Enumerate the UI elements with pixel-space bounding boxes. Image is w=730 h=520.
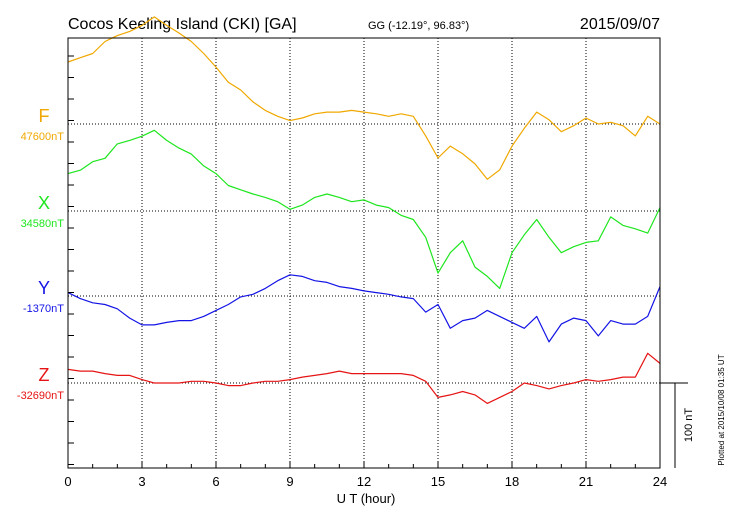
x-tick-label: 0 (64, 474, 71, 489)
scale-bar: 100 nT (660, 382, 695, 468)
x-tick-label: 6 (212, 474, 219, 489)
x-axis: 0 3 6 9 12 15 18 21 24 (64, 461, 667, 489)
trace-f (67, 16, 661, 180)
series-baseline-y: -1370nT (23, 303, 64, 315)
x-tick-label: 21 (579, 474, 593, 489)
plot-border (67, 37, 661, 469)
plotted-timestamp: Plotted at 2015/10/08 01:35 UT (717, 354, 726, 465)
station-title: Cocos Keeling Island (CKI) [GA] (68, 16, 297, 33)
series-name-x: X (38, 193, 50, 213)
x-tick-label: 3 (138, 474, 145, 489)
series-name-f: F (39, 106, 50, 126)
scale-bar-label: 100 nT (683, 408, 695, 443)
x-tick-label: 24 (653, 474, 667, 489)
traces (67, 16, 661, 404)
series-name-z: Z (39, 365, 50, 385)
x-tick-label: 12 (357, 474, 371, 489)
trace-y (67, 274, 661, 343)
series-baseline-x: 34580nT (21, 218, 65, 230)
trace-x (67, 129, 661, 289)
trace-z (67, 352, 661, 404)
series-baseline-z: -32690nT (17, 390, 64, 402)
x-axis-label: U T (hour) (337, 491, 396, 506)
series-name-y: Y (38, 278, 50, 298)
series-labels: F 47600nT X 34580nT Y -1370nT Z -32690nT (17, 106, 64, 402)
chart-date: 2015/09/07 (580, 16, 660, 33)
plot-frame (67, 37, 661, 469)
grid (68, 38, 660, 468)
station-coordinates: GG (-12.19°, 96.83°) (368, 20, 469, 32)
series-baseline-f: 47600nT (21, 131, 65, 143)
x-tick-label: 15 (431, 474, 445, 489)
x-tick-label: 9 (286, 474, 293, 489)
x-tick-label: 18 (505, 474, 519, 489)
